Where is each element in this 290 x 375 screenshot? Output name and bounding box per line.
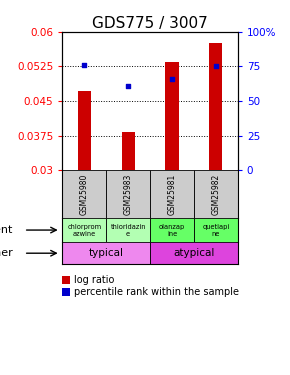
Text: log ratio: log ratio xyxy=(74,275,114,285)
Text: GSM25981: GSM25981 xyxy=(168,174,177,215)
Text: typical: typical xyxy=(89,248,124,258)
Text: GSM25982: GSM25982 xyxy=(211,174,220,215)
Text: chlorprom
azwine: chlorprom azwine xyxy=(67,224,101,237)
Text: agent: agent xyxy=(0,225,13,235)
Text: olanzap
ine: olanzap ine xyxy=(159,224,185,237)
Title: GDS775 / 3007: GDS775 / 3007 xyxy=(92,16,208,31)
Bar xyxy=(106,218,150,242)
Text: GSM25983: GSM25983 xyxy=(124,174,133,215)
Text: percentile rank within the sample: percentile rank within the sample xyxy=(74,287,239,297)
Bar xyxy=(150,218,194,242)
Bar xyxy=(62,242,150,264)
Bar xyxy=(165,62,179,170)
Bar xyxy=(150,170,194,218)
Bar xyxy=(209,44,222,170)
Point xyxy=(126,83,130,89)
Text: atypical: atypical xyxy=(173,248,215,258)
Bar xyxy=(194,170,238,218)
Text: GSM25980: GSM25980 xyxy=(80,174,89,215)
Text: other: other xyxy=(0,248,13,258)
Bar xyxy=(78,91,91,170)
Bar xyxy=(150,242,238,264)
Bar xyxy=(106,170,150,218)
Bar xyxy=(62,170,106,218)
Text: quetiapi
ne: quetiapi ne xyxy=(202,224,229,237)
Point xyxy=(170,76,174,82)
Point xyxy=(82,62,87,68)
Bar xyxy=(122,132,135,170)
Bar xyxy=(194,218,238,242)
Bar xyxy=(62,218,106,242)
Point xyxy=(213,63,218,69)
Text: thioridazin
e: thioridazin e xyxy=(110,224,146,237)
